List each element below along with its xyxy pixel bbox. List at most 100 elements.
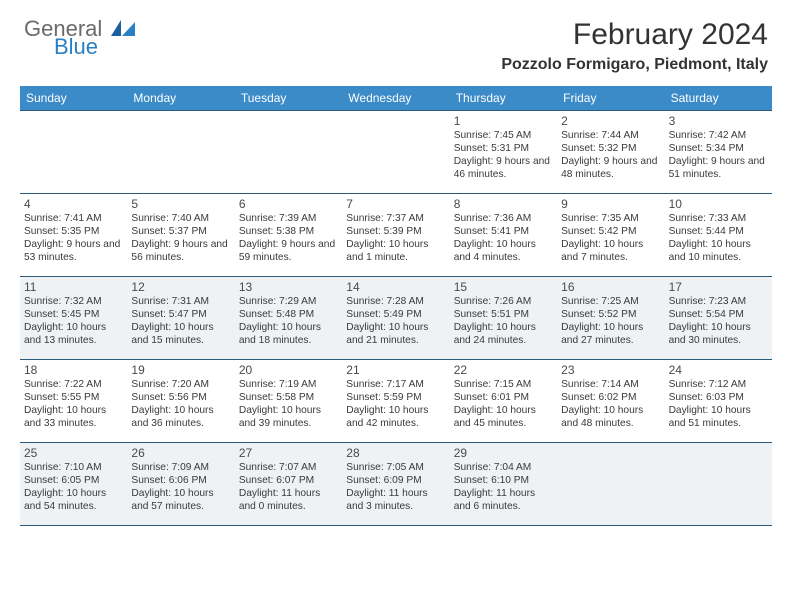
sunset-line: Sunset: 6:01 PM	[454, 391, 553, 404]
sunrise-line: Sunrise: 7:14 AM	[561, 378, 660, 391]
day-number: 23	[561, 363, 660, 377]
daylight-line: Daylight: 10 hours and 4 minutes.	[454, 238, 553, 264]
day-cell: 22Sunrise: 7:15 AMSunset: 6:01 PMDayligh…	[450, 360, 557, 442]
day-cell: 2Sunrise: 7:44 AMSunset: 5:32 PMDaylight…	[557, 111, 664, 193]
day-cell: 1Sunrise: 7:45 AMSunset: 5:31 PMDaylight…	[450, 111, 557, 193]
sunrise-line: Sunrise: 7:40 AM	[131, 212, 230, 225]
sunrise-line: Sunrise: 7:23 AM	[669, 295, 768, 308]
sunset-line: Sunset: 6:10 PM	[454, 474, 553, 487]
day-cell: 4Sunrise: 7:41 AMSunset: 5:35 PMDaylight…	[20, 194, 127, 276]
weekday-header: SundayMondayTuesdayWednesdayThursdayFrid…	[20, 86, 772, 110]
daylight-line: Daylight: 10 hours and 42 minutes.	[346, 404, 445, 430]
day-cell: 10Sunrise: 7:33 AMSunset: 5:44 PMDayligh…	[665, 194, 772, 276]
daylight-line: Daylight: 9 hours and 59 minutes.	[239, 238, 338, 264]
sunset-line: Sunset: 5:35 PM	[24, 225, 123, 238]
day-number: 24	[669, 363, 768, 377]
sunset-line: Sunset: 5:45 PM	[24, 308, 123, 321]
sunrise-line: Sunrise: 7:10 AM	[24, 461, 123, 474]
day-cell: 29Sunrise: 7:04 AMSunset: 6:10 PMDayligh…	[450, 443, 557, 525]
sunset-line: Sunset: 5:49 PM	[346, 308, 445, 321]
day-cell: 13Sunrise: 7:29 AMSunset: 5:48 PMDayligh…	[235, 277, 342, 359]
sunrise-line: Sunrise: 7:12 AM	[669, 378, 768, 391]
day-number: 28	[346, 446, 445, 460]
sunset-line: Sunset: 5:59 PM	[346, 391, 445, 404]
day-number: 13	[239, 280, 338, 294]
day-cell: 3Sunrise: 7:42 AMSunset: 5:34 PMDaylight…	[665, 111, 772, 193]
day-number: 26	[131, 446, 230, 460]
day-number: 22	[454, 363, 553, 377]
week-row: 25Sunrise: 7:10 AMSunset: 6:05 PMDayligh…	[20, 442, 772, 525]
day-number: 17	[669, 280, 768, 294]
day-number: 29	[454, 446, 553, 460]
weekday-label: Thursday	[450, 86, 557, 110]
day-cell: 25Sunrise: 7:10 AMSunset: 6:05 PMDayligh…	[20, 443, 127, 525]
sunrise-line: Sunrise: 7:44 AM	[561, 129, 660, 142]
sunset-line: Sunset: 6:02 PM	[561, 391, 660, 404]
day-cell: 18Sunrise: 7:22 AMSunset: 5:55 PMDayligh…	[20, 360, 127, 442]
day-number: 1	[454, 114, 553, 128]
weekday-label: Sunday	[20, 86, 127, 110]
sunset-line: Sunset: 5:52 PM	[561, 308, 660, 321]
sunrise-line: Sunrise: 7:41 AM	[24, 212, 123, 225]
day-number: 27	[239, 446, 338, 460]
daylight-line: Daylight: 10 hours and 13 minutes.	[24, 321, 123, 347]
weekday-label: Friday	[557, 86, 664, 110]
sunset-line: Sunset: 6:03 PM	[669, 391, 768, 404]
sunset-line: Sunset: 5:55 PM	[24, 391, 123, 404]
daylight-line: Daylight: 11 hours and 3 minutes.	[346, 487, 445, 513]
day-number: 9	[561, 197, 660, 211]
day-cell: 16Sunrise: 7:25 AMSunset: 5:52 PMDayligh…	[557, 277, 664, 359]
sunset-line: Sunset: 6:09 PM	[346, 474, 445, 487]
weekday-label: Monday	[127, 86, 234, 110]
logo-word-2: Blue	[54, 36, 135, 58]
sunset-line: Sunset: 5:58 PM	[239, 391, 338, 404]
daylight-line: Daylight: 10 hours and 15 minutes.	[131, 321, 230, 347]
day-number: 15	[454, 280, 553, 294]
day-cell: 19Sunrise: 7:20 AMSunset: 5:56 PMDayligh…	[127, 360, 234, 442]
sunset-line: Sunset: 5:56 PM	[131, 391, 230, 404]
day-cell: 26Sunrise: 7:09 AMSunset: 6:06 PMDayligh…	[127, 443, 234, 525]
daylight-line: Daylight: 11 hours and 0 minutes.	[239, 487, 338, 513]
day-cell: 5Sunrise: 7:40 AMSunset: 5:37 PMDaylight…	[127, 194, 234, 276]
week-row: 4Sunrise: 7:41 AMSunset: 5:35 PM Daylight…	[20, 193, 772, 276]
day-cell: 23Sunrise: 7:14 AMSunset: 6:02 PMDayligh…	[557, 360, 664, 442]
sunrise-line: Sunrise: 7:45 AM	[454, 129, 553, 142]
sunset-line: Sunset: 5:39 PM	[346, 225, 445, 238]
sunrise-line: Sunrise: 7:09 AM	[131, 461, 230, 474]
sunset-line: Sunset: 5:51 PM	[454, 308, 553, 321]
day-cell	[127, 111, 234, 193]
sunrise-line: Sunrise: 7:39 AM	[239, 212, 338, 225]
day-number: 14	[346, 280, 445, 294]
sunset-line: Sunset: 5:31 PM	[454, 142, 553, 155]
sunrise-line: Sunrise: 7:29 AM	[239, 295, 338, 308]
day-cell: 20Sunrise: 7:19 AMSunset: 5:58 PMDayligh…	[235, 360, 342, 442]
day-number: 11	[24, 280, 123, 294]
daylight-line: Daylight: 9 hours and 48 minutes.	[561, 155, 660, 181]
bottom-rule	[20, 525, 772, 526]
sunrise-line: Sunrise: 7:15 AM	[454, 378, 553, 391]
daylight-line: Daylight: 10 hours and 7 minutes.	[561, 238, 660, 264]
day-number: 4	[24, 197, 123, 211]
daylight-line: Daylight: 10 hours and 33 minutes.	[24, 404, 123, 430]
day-cell: 21Sunrise: 7:17 AMSunset: 5:59 PMDayligh…	[342, 360, 449, 442]
sunset-line: Sunset: 5:37 PM	[131, 225, 230, 238]
day-cell	[235, 111, 342, 193]
day-cell: 12Sunrise: 7:31 AMSunset: 5:47 PMDayligh…	[127, 277, 234, 359]
sunrise-line: Sunrise: 7:28 AM	[346, 295, 445, 308]
sunrise-line: Sunrise: 7:05 AM	[346, 461, 445, 474]
daylight-line: Daylight: 10 hours and 21 minutes.	[346, 321, 445, 347]
day-number: 7	[346, 197, 445, 211]
week-row: 18Sunrise: 7:22 AMSunset: 5:55 PMDayligh…	[20, 359, 772, 442]
day-cell: 17Sunrise: 7:23 AMSunset: 5:54 PMDayligh…	[665, 277, 772, 359]
daylight-line: Daylight: 9 hours and 46 minutes.	[454, 155, 553, 181]
header: General Blue February 2024 Pozzolo Formi…	[0, 0, 792, 78]
day-number: 21	[346, 363, 445, 377]
calendar: SundayMondayTuesdayWednesdayThursdayFrid…	[20, 86, 772, 525]
daylight-line: Daylight: 9 hours and 51 minutes.	[669, 155, 768, 181]
day-cell: 8Sunrise: 7:36 AMSunset: 5:41 PMDaylight…	[450, 194, 557, 276]
day-cell: 15Sunrise: 7:26 AMSunset: 5:51 PMDayligh…	[450, 277, 557, 359]
daylight-line: Daylight: 10 hours and 27 minutes.	[561, 321, 660, 347]
day-cell	[342, 111, 449, 193]
daylight-line: Daylight: 11 hours and 6 minutes.	[454, 487, 553, 513]
daylight-line: Daylight: 9 hours and 56 minutes.	[131, 238, 230, 264]
